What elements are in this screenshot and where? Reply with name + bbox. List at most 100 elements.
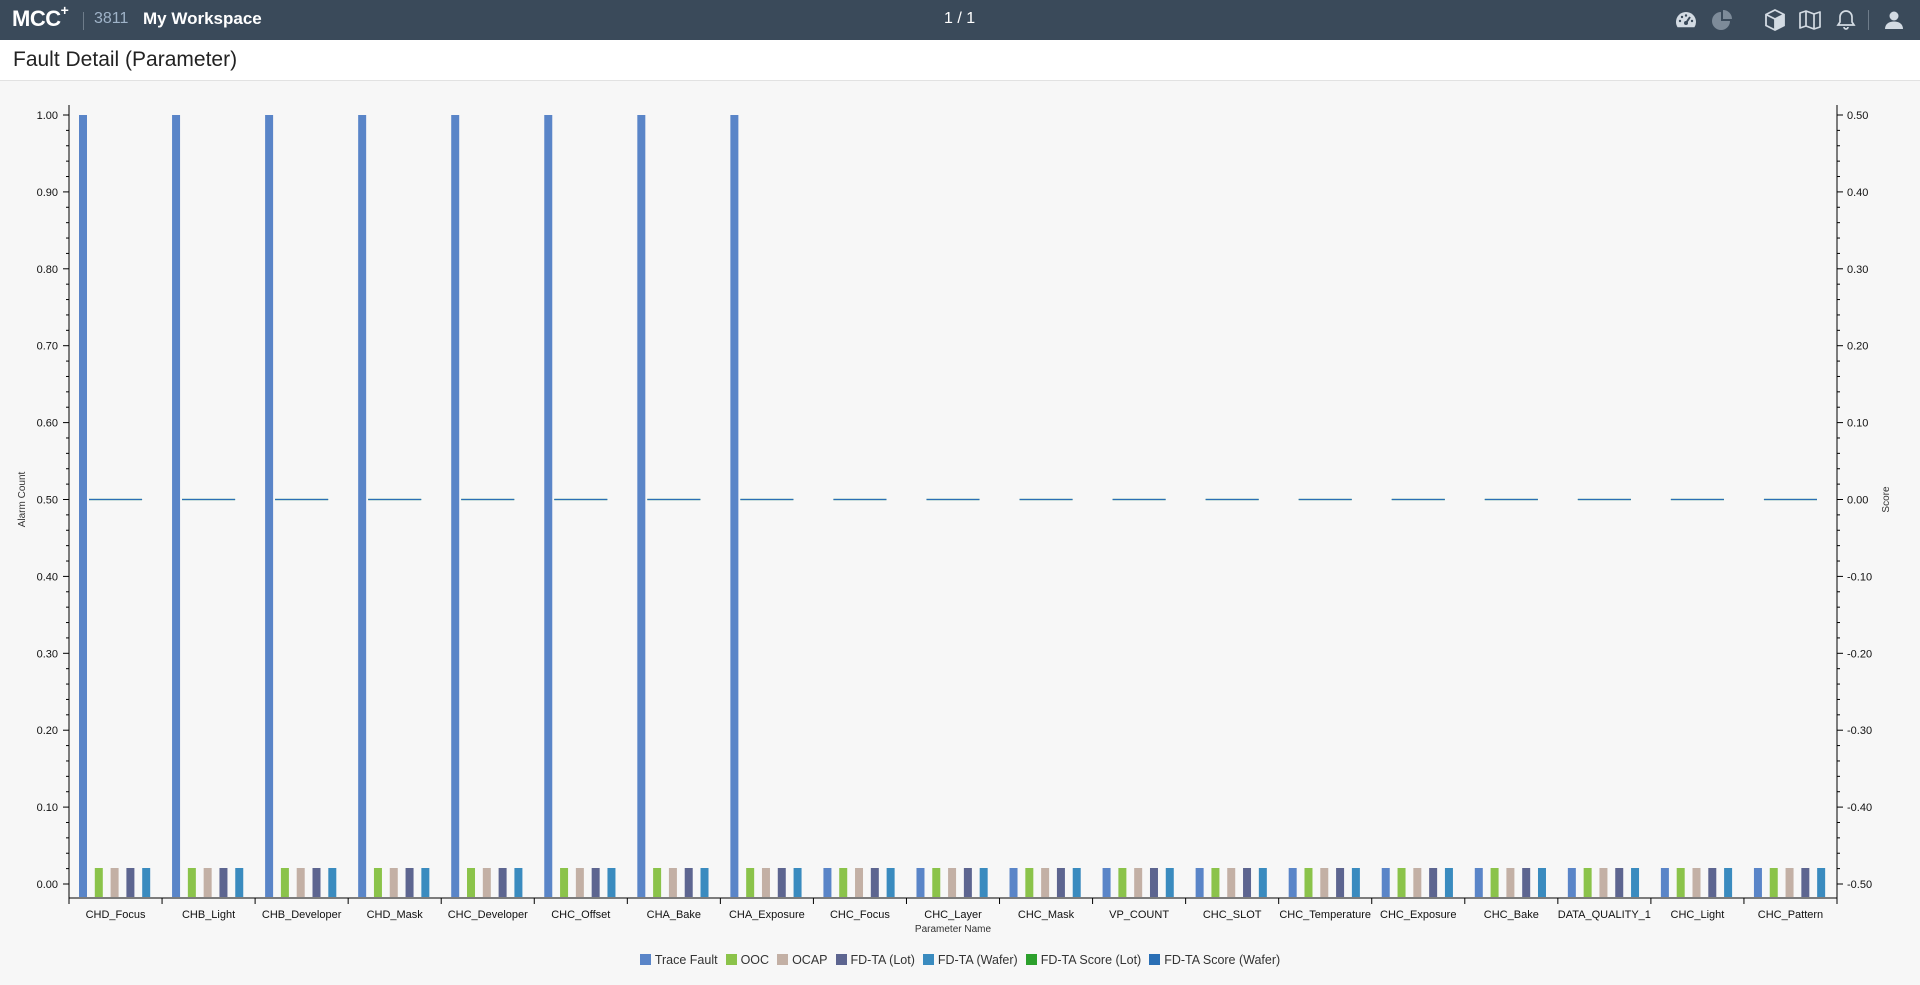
brand-text: MCC — [12, 6, 61, 31]
bar-fd-ta-wafer- — [421, 868, 430, 897]
bar-ocap — [482, 868, 491, 897]
bar-fd-ta-lot- — [1336, 868, 1345, 897]
left-axis-tick-label: 0.10 — [37, 802, 58, 814]
bar-fd-ta-wafer- — [328, 868, 337, 897]
left-axis-tick-label: 0.90 — [37, 187, 58, 199]
left-axis-tick-label: 0.50 — [37, 495, 58, 507]
x-axis-tick-label: CHC_Layer — [924, 909, 982, 921]
bar-fd-ta-lot- — [870, 868, 879, 897]
right-axis-title: Score — [1881, 486, 1892, 513]
bar-ocap — [1599, 868, 1608, 897]
pie-chart-icon[interactable] — [1710, 8, 1734, 32]
legend-label: FD-TA Score (Wafer) — [1164, 953, 1281, 967]
workspace-id[interactable]: 3811 — [94, 10, 129, 27]
bar-fd-ta-wafer- — [514, 868, 523, 897]
bar-ocap — [668, 868, 677, 897]
bar-fd-ta-lot- — [1522, 868, 1531, 897]
bar-ooc — [280, 868, 289, 897]
bar-trace-fault — [1195, 868, 1204, 897]
legend-item[interactable]: OCAP — [777, 953, 828, 967]
right-axis-tick-label: 0.10 — [1847, 418, 1868, 430]
right-axis-tick-label: 0.20 — [1847, 341, 1868, 353]
bar-fd-ta-lot- — [1429, 868, 1438, 897]
right-axis-tick-label: -0.30 — [1847, 725, 1872, 737]
bar-fd-ta-lot- — [1708, 868, 1717, 897]
fault-detail-chart: 0.00 0.10 0.20 0.30 0.40 0.50 0.60 0.70 0.80 0.90… — [0, 81, 1920, 985]
right-axis-tick-label: -0.20 — [1847, 648, 1872, 660]
chart-legend: Trace Fault OOC OCAP FD-TA (Lot) FD-TA (Wafe… — [0, 953, 1920, 967]
bar-ooc — [653, 868, 662, 897]
legend-item[interactable]: FD-TA (Wafer) — [922, 953, 1018, 967]
map-icon[interactable] — [1798, 8, 1822, 32]
workspace-name[interactable]: My Workspace — [143, 9, 262, 28]
cube-icon[interactable] — [1763, 8, 1787, 32]
x-axis-tick-label: CHA_Bake — [647, 909, 701, 921]
bar-fd-ta-wafer- — [1631, 868, 1640, 897]
chart-canvas: 0.00 0.10 0.20 0.30 0.40 0.50 0.60 0.70 0.80 0.90… — [17, 105, 1892, 935]
bar-ooc — [1676, 868, 1685, 897]
bar-ooc — [1397, 868, 1406, 897]
right-axis-tick-label: 0.50 — [1847, 110, 1868, 122]
bar-ocap — [110, 868, 119, 897]
x-axis-tick-label: CHC_Mask — [1018, 909, 1075, 921]
bell-icon[interactable] — [1834, 8, 1858, 32]
right-axis-tick-label: 0.30 — [1847, 264, 1868, 276]
bar-fd-ta-lot- — [963, 868, 972, 897]
bar-fd-ta-wafer- — [1537, 868, 1546, 897]
bar-trace-fault — [1288, 868, 1297, 897]
bar-ocap — [761, 868, 770, 897]
page-title: Fault Detail (Parameter) — [13, 48, 238, 71]
legend-item[interactable]: OOC — [725, 953, 770, 967]
right-axis-tick-label: 0.00 — [1847, 495, 1868, 507]
bar-fd-ta-lot- — [777, 868, 786, 897]
bar-ooc — [1490, 868, 1499, 897]
legend-label: OOC — [740, 953, 770, 967]
bar-ooc — [94, 868, 103, 897]
bar-ooc — [1025, 868, 1034, 897]
legend-item[interactable]: FD-TA (Lot) — [835, 953, 915, 967]
legend-label: OCAP — [792, 953, 828, 967]
bar-trace-fault — [1009, 868, 1018, 897]
bar-ocap — [948, 868, 957, 897]
x-axis-tick-label: CHC_SLOT — [1203, 909, 1262, 921]
left-axis-tick-label: 1.00 — [37, 110, 58, 122]
bar-trace-fault — [823, 868, 832, 897]
bar-fd-ta-wafer- — [793, 868, 802, 897]
app-logo[interactable]: MCC+ — [12, 2, 69, 32]
bar-trace-fault — [1381, 868, 1390, 897]
legend-label: Trace Fault — [654, 953, 718, 967]
bar-ooc — [746, 868, 755, 897]
bar-ooc — [1211, 868, 1220, 897]
bar-fd-ta-wafer- — [1351, 868, 1360, 897]
bar-trace-fault — [1102, 868, 1111, 897]
bar-ooc — [187, 868, 196, 897]
x-axis-tick-label: CHC_Offset — [551, 909, 610, 921]
left-axis-tick-label: 0.60 — [37, 418, 58, 430]
bar-ocap — [1785, 868, 1794, 897]
legend-item[interactable]: Trace Fault — [639, 953, 718, 967]
dashboard-icon[interactable] — [1674, 8, 1698, 32]
x-axis-tick-label: CHB_Light — [182, 909, 235, 921]
legend-swatch — [835, 954, 847, 965]
legend-item[interactable]: FD-TA Score (Lot) — [1025, 953, 1141, 967]
bar-trace-fault — [1567, 868, 1576, 897]
bar-ooc — [467, 868, 476, 897]
legend-swatch — [725, 954, 737, 965]
bar-fd-ta-lot- — [219, 868, 228, 897]
bar-trace-fault — [451, 115, 460, 897]
bar-ocap — [1413, 868, 1422, 897]
legend-item[interactable]: FD-TA Score (Wafer) — [1149, 953, 1280, 967]
bar-fd-ta-wafer- — [142, 868, 151, 897]
bar-fd-ta-lot- — [684, 868, 693, 897]
bar-trace-fault — [730, 115, 739, 897]
bar-ocap — [1506, 868, 1515, 897]
x-axis-tick-label: CHC_Developer — [448, 909, 528, 921]
bar-ocap — [1227, 868, 1236, 897]
bar-fd-ta-lot- — [312, 868, 321, 897]
x-axis-tick-label: CHC_Bake — [1484, 909, 1539, 921]
bar-fd-ta-lot- — [498, 868, 507, 897]
bar-fd-ta-lot- — [405, 868, 414, 897]
user-icon[interactable] — [1882, 8, 1906, 32]
x-axis-tick-label: CHD_Focus — [86, 909, 146, 921]
bar-fd-ta-wafer- — [1444, 868, 1453, 897]
